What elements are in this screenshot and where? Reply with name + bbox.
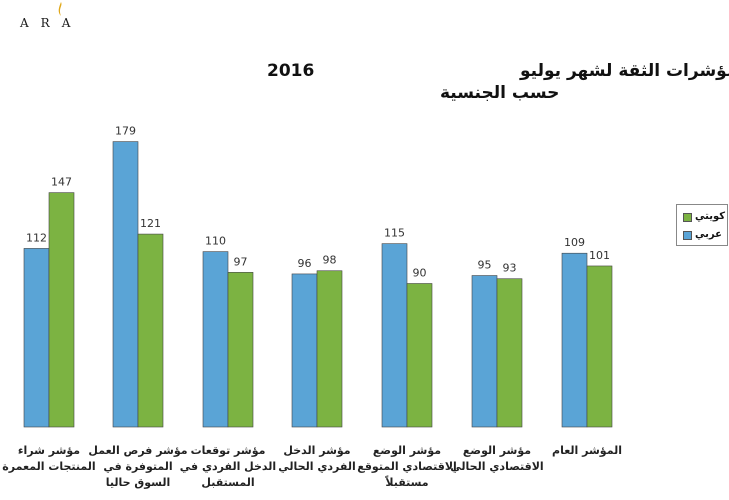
value-label-kuwaiti-5: 93 bbox=[503, 262, 517, 275]
category-label-1-line-1: المتوفرة في bbox=[103, 460, 172, 473]
logo: ARA bbox=[14, 2, 106, 36]
bar-kuwaiti-4 bbox=[406, 283, 433, 428]
legend-swatch-arab bbox=[683, 231, 692, 240]
value-label-kuwaiti-3: 98 bbox=[323, 254, 337, 267]
bar-arab-5 bbox=[471, 275, 498, 428]
value-label-arab-5: 95 bbox=[478, 259, 492, 272]
category-label-0-line-0: مؤشر شراء bbox=[18, 444, 80, 457]
value-label-kuwaiti-0: 147 bbox=[51, 176, 72, 189]
value-label-kuwaiti-2: 97 bbox=[234, 255, 248, 268]
category-label-2-line-2: المستقبل bbox=[201, 476, 254, 489]
legend: كويتي عربي bbox=[676, 204, 728, 246]
chart-title-text: مؤشرات الثقة لشهر يوليو bbox=[519, 61, 729, 81]
value-label-arab-6: 109 bbox=[564, 236, 585, 249]
bars-group bbox=[23, 141, 613, 428]
category-label-4-line-1: الاقتصادي المتوقع bbox=[357, 460, 457, 473]
legend-item-arab: عربي bbox=[681, 229, 727, 243]
bar-arab-4 bbox=[381, 243, 408, 428]
category-label-3-line-1: الفردي الحالي bbox=[278, 460, 355, 473]
category-label-2-line-1: الدخل الفردي في bbox=[180, 460, 276, 473]
category-labels-group: مؤشر شراء المنتجات المعمرة مؤشر فرص العمل ا… bbox=[2, 444, 622, 489]
bar-arab-3 bbox=[291, 273, 318, 428]
category-label-4-line-0: مؤشر الوضع bbox=[373, 444, 441, 457]
category-label-2-line-0: مؤشر توقعات bbox=[191, 444, 266, 457]
bar-arab-2 bbox=[202, 251, 229, 428]
value-label-arab-3: 96 bbox=[298, 257, 312, 270]
category-label-5-line-1: الاقتصادي الحالي bbox=[450, 460, 543, 473]
value-label-arab-0: 112 bbox=[26, 231, 47, 244]
logo-text: ARA bbox=[20, 16, 83, 30]
value-label-arab-2: 110 bbox=[205, 235, 226, 248]
legend-swatch-kuwaiti bbox=[683, 213, 692, 222]
category-label-6-line-0: المؤشر العام bbox=[552, 444, 622, 457]
bar-kuwaiti-3 bbox=[316, 270, 343, 428]
legend-label-arab: عربي bbox=[695, 229, 722, 240]
bar-kuwaiti-1 bbox=[137, 233, 164, 428]
value-labels-group: 112 147 179 121 110 97 96 98 115 90 95 93 109 101 bbox=[26, 125, 610, 280]
category-label-4-line-2: مستقبلاً bbox=[385, 474, 429, 489]
value-label-arab-4: 115 bbox=[384, 227, 405, 240]
logo-flame-icon bbox=[58, 2, 62, 16]
bar-kuwaiti-5 bbox=[496, 278, 523, 428]
category-label-3-line-0: مؤشر الدخل bbox=[283, 444, 350, 457]
chart-title-year: 2016 bbox=[267, 61, 314, 81]
bar-kuwaiti-6 bbox=[586, 265, 613, 428]
category-label-0-line-1: المنتجات المعمرة bbox=[2, 460, 95, 473]
category-label-1-line-2: السوق حاليا bbox=[106, 476, 170, 489]
bar-kuwaiti-0 bbox=[48, 192, 75, 428]
value-label-kuwaiti-1: 121 bbox=[140, 217, 161, 230]
chart-title: مؤشرات الثقة لشهر يوليو 2016 حسب الجنسية bbox=[267, 61, 729, 103]
bar-arab-1 bbox=[112, 141, 139, 428]
category-label-5-line-0: مؤشر الوضع bbox=[463, 444, 531, 457]
value-label-kuwaiti-4: 90 bbox=[413, 267, 427, 280]
legend-label-kuwaiti: كويتي bbox=[695, 211, 726, 222]
bar-arab-6 bbox=[561, 252, 588, 428]
category-label-1-line-0: مؤشر فرص العمل bbox=[88, 444, 187, 457]
chart-subtitle: حسب الجنسية bbox=[440, 83, 559, 103]
bar-kuwaiti-2 bbox=[227, 272, 254, 428]
bar-arab-0 bbox=[23, 248, 50, 428]
value-label-arab-1: 179 bbox=[115, 125, 136, 138]
legend-item-kuwaiti: كويتي bbox=[681, 211, 727, 225]
value-label-kuwaiti-6: 101 bbox=[589, 249, 610, 262]
